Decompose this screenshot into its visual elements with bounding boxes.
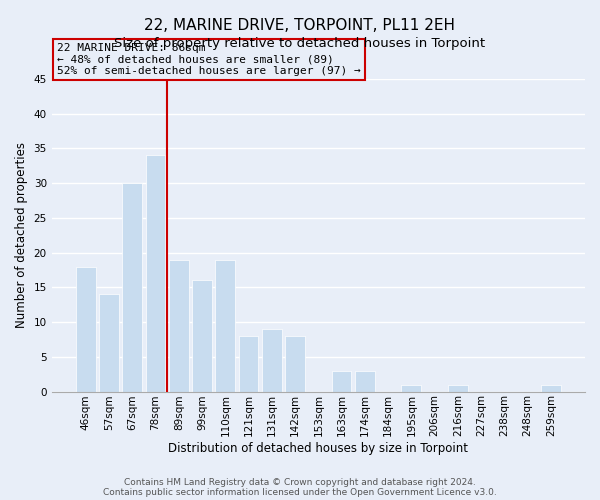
Bar xyxy=(146,156,166,392)
Bar xyxy=(122,183,142,392)
Bar xyxy=(401,384,421,392)
Y-axis label: Number of detached properties: Number of detached properties xyxy=(15,142,28,328)
Bar xyxy=(262,329,282,392)
Bar xyxy=(332,370,352,392)
Bar xyxy=(239,336,259,392)
Text: Size of property relative to detached houses in Torpoint: Size of property relative to detached ho… xyxy=(115,38,485,51)
Bar xyxy=(215,260,235,392)
Bar xyxy=(99,294,119,392)
Text: 22, MARINE DRIVE, TORPOINT, PL11 2EH: 22, MARINE DRIVE, TORPOINT, PL11 2EH xyxy=(145,18,455,32)
Bar xyxy=(192,280,212,392)
Bar xyxy=(541,384,561,392)
Text: Contains HM Land Registry data © Crown copyright and database right 2024.: Contains HM Land Registry data © Crown c… xyxy=(124,478,476,487)
X-axis label: Distribution of detached houses by size in Torpoint: Distribution of detached houses by size … xyxy=(169,442,469,455)
Bar xyxy=(169,260,188,392)
Bar xyxy=(285,336,305,392)
Text: Contains public sector information licensed under the Open Government Licence v3: Contains public sector information licen… xyxy=(103,488,497,497)
Bar xyxy=(76,266,95,392)
Bar xyxy=(448,384,468,392)
Bar xyxy=(355,370,375,392)
Text: 22 MARINE DRIVE: 86sqm
← 48% of detached houses are smaller (89)
52% of semi-det: 22 MARINE DRIVE: 86sqm ← 48% of detached… xyxy=(57,42,361,76)
